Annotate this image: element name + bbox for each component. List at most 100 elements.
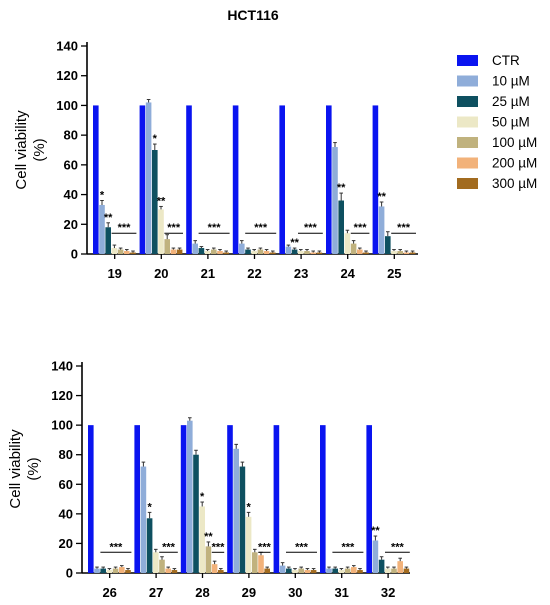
- bar-19-6: [130, 252, 136, 254]
- legend: CTR 10 µM 25 µM 50 µM 100 µM 200 µM 300 µM: [457, 53, 537, 191]
- bar-29-0: [227, 425, 233, 573]
- legend-swatch-5: [457, 157, 478, 169]
- bar-27-6: [171, 570, 178, 573]
- bar-20-4: [164, 239, 170, 254]
- bar-30-4: [298, 568, 304, 573]
- significance-marker-2: *: [153, 133, 158, 145]
- significance-bracket-label-1: ***: [162, 541, 176, 553]
- bar-29-1: [233, 448, 239, 573]
- significance-bracket-label-4: ***: [295, 541, 309, 553]
- bar-25-0: [372, 105, 379, 254]
- bar-24-1: [332, 147, 338, 254]
- bar-23-3: [298, 251, 304, 254]
- bar-23-2: [291, 249, 298, 254]
- significance-bracket-label-3: ***: [258, 541, 272, 553]
- bar-24-3: [344, 233, 351, 254]
- bar-31-0: [320, 425, 326, 573]
- bar-22-1: [239, 243, 245, 254]
- bar-24-5: [357, 249, 363, 254]
- y-tick-label-5: 100: [56, 98, 78, 113]
- bar-25-1: [378, 206, 385, 254]
- bar-23-4: [304, 251, 310, 254]
- x-tick-label-22: 22: [247, 266, 261, 281]
- x-tick-label-21: 21: [201, 266, 215, 281]
- bar-23-5: [310, 252, 316, 254]
- bar-28-6: [218, 570, 224, 573]
- significance-bracket-label-2: ***: [208, 222, 222, 234]
- bar-19-0: [93, 105, 99, 254]
- bar-30-6: [310, 570, 317, 573]
- legend-label-2: 25 µM: [492, 94, 530, 109]
- legend-label-0: CTR: [492, 53, 520, 68]
- bar-21-5: [217, 251, 223, 254]
- significance-bracket-label-6: ***: [397, 222, 411, 234]
- bar-29-2: [239, 466, 246, 573]
- x-tick-label-24: 24: [340, 266, 355, 281]
- legend-label-1: 10 µM: [492, 74, 530, 89]
- bar-27-2: [146, 518, 153, 573]
- bar-32-3: [385, 568, 391, 573]
- bar-28-1: [187, 420, 193, 573]
- bar-24-4: [350, 243, 357, 254]
- bar-23-0: [279, 105, 285, 254]
- bar-32-1: [372, 540, 379, 573]
- bar-32-0: [366, 425, 372, 573]
- y-tick-label-1: 20: [64, 217, 78, 232]
- bar-21-6: [223, 252, 229, 254]
- y-axis-label: Cell viability(%): [13, 110, 48, 190]
- bar-20-6: [176, 249, 183, 254]
- bar-31-5: [351, 567, 357, 573]
- bar-21-1: [192, 243, 198, 254]
- bar-19-2: [105, 227, 111, 254]
- x-tick-label-25: 25: [387, 266, 401, 281]
- bar-26-6: [125, 570, 131, 573]
- x-tick-label-32: 32: [381, 585, 395, 600]
- significance-marker-2: **: [204, 531, 213, 543]
- bar-28-5: [211, 564, 218, 573]
- significance-bracket-label-5: ***: [341, 541, 355, 553]
- bar-27-5: [165, 568, 171, 573]
- bar-28-0: [180, 425, 187, 573]
- x-tick-label-28: 28: [195, 585, 209, 600]
- bar-26-0: [88, 425, 94, 573]
- bar-26-4: [112, 568, 119, 573]
- legend-label-6: 300 µM: [492, 176, 537, 191]
- significance-bracket-label-0: ***: [109, 541, 123, 553]
- bar-22-4: [257, 249, 264, 254]
- bar-30-1: [279, 565, 286, 573]
- legend-swatch-3: [457, 116, 478, 128]
- bar-20-5: [170, 249, 177, 254]
- bar-31-4: [344, 568, 351, 573]
- significance-bracket-label-1: ***: [167, 222, 181, 234]
- bar-25-5: [403, 252, 410, 254]
- y-tick-label-7: 140: [51, 359, 73, 374]
- bar-26-5: [119, 567, 125, 573]
- y-tick-label-0: 0: [66, 566, 73, 581]
- bar-32-6: [403, 568, 410, 573]
- x-tick-label-30: 30: [288, 585, 302, 600]
- bar-21-3: [204, 251, 211, 254]
- bar-29-3: [245, 516, 252, 573]
- legend-label-3: 50 µM: [492, 115, 530, 130]
- bar-27-4: [159, 559, 165, 573]
- bar-27-1: [140, 466, 147, 573]
- bar-19-1: [99, 204, 105, 254]
- y-tick-label-2: 40: [59, 506, 73, 521]
- x-tick-label-20: 20: [154, 266, 168, 281]
- legend-swatch-1: [457, 75, 478, 87]
- bar-21-0: [186, 105, 192, 254]
- bar-32-5: [397, 561, 403, 573]
- significance-marker-4: **: [290, 237, 299, 249]
- y-tick-label-7: 140: [56, 39, 78, 54]
- bar-21-2: [198, 248, 205, 254]
- x-tick-label-27: 27: [149, 585, 163, 600]
- bar-22-3: [251, 251, 257, 254]
- bar-29-4: [252, 552, 258, 573]
- significance-bracket-label-5: ***: [354, 222, 368, 234]
- bar-31-6: [357, 570, 363, 573]
- bar-28-2: [193, 454, 199, 573]
- significance-bracket-label-6: ***: [391, 541, 405, 553]
- bar-30-3: [292, 570, 298, 573]
- bar-26-3: [106, 570, 113, 573]
